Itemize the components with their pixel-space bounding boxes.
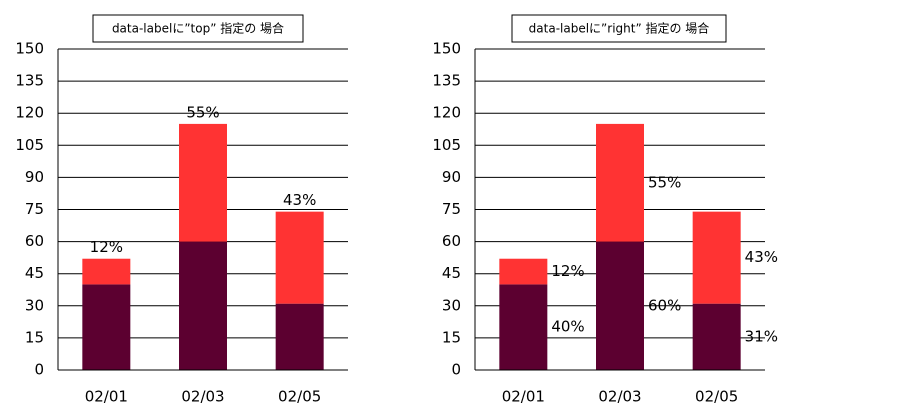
bar-segment — [179, 241, 227, 370]
y-tick-label: 105 — [15, 136, 44, 154]
data-label: 43% — [283, 191, 316, 209]
bar-segment — [692, 303, 741, 370]
y-tick-label: 135 — [15, 72, 44, 90]
data-label: 43% — [745, 248, 778, 266]
x-tick-label: 02/03 — [598, 388, 641, 406]
bar-segment — [596, 241, 644, 370]
x-tick-label: 02/05 — [278, 388, 321, 406]
x-tick-label: 02/01 — [502, 388, 545, 406]
y-tick-label: 135 — [432, 72, 461, 90]
y-tick-label: 150 — [432, 40, 461, 58]
y-tick-label: 105 — [432, 136, 461, 154]
bar-segment — [499, 258, 548, 285]
bar-segment — [275, 211, 324, 304]
y-tick-label: 75 — [25, 200, 44, 218]
y-tick-label: 60 — [442, 232, 461, 250]
y-tick-label: 120 — [15, 104, 44, 122]
title-box — [511, 14, 727, 43]
y-tick-label: 30 — [442, 296, 461, 314]
y-tick-label: 75 — [442, 200, 461, 218]
y-tick-label: 15 — [25, 328, 44, 346]
y-tick-label: 30 — [25, 296, 44, 314]
y-tick-label: 0 — [34, 361, 44, 379]
y-tick-label: 60 — [25, 232, 44, 250]
y-tick-label: 0 — [451, 361, 461, 379]
y-tick-label: 120 — [432, 104, 461, 122]
chart-title: data-labelに”top” 指定の 場合 — [112, 21, 284, 36]
bar-segment — [692, 211, 741, 304]
bar-segment — [499, 284, 548, 370]
bar-segment — [179, 123, 227, 242]
y-tick-label: 90 — [442, 168, 461, 186]
data-label: 12% — [90, 238, 123, 256]
data-label: 12% — [551, 262, 584, 280]
data-label: 55% — [648, 173, 681, 191]
x-tick-label: 02/03 — [181, 388, 224, 406]
x-tick-label: 02/01 — [85, 388, 128, 406]
data-label: 40% — [551, 318, 584, 336]
y-tick-label: 150 — [15, 40, 44, 58]
y-tick-label: 15 — [442, 328, 461, 346]
data-label: 60% — [648, 296, 681, 314]
x-tick-label: 02/05 — [695, 388, 738, 406]
title-box — [92, 14, 304, 43]
bar-segment — [82, 284, 131, 370]
y-tick-label: 45 — [442, 264, 461, 282]
bar-segment — [275, 303, 324, 370]
y-tick-label: 90 — [25, 168, 44, 186]
bar-segment — [82, 258, 131, 285]
data-label: 55% — [186, 103, 219, 121]
y-tick-label: 45 — [25, 264, 44, 282]
bar-segment — [596, 123, 644, 242]
data-label: 31% — [745, 327, 778, 345]
chart-title: data-labelに”right” 指定の 場合 — [529, 21, 710, 36]
